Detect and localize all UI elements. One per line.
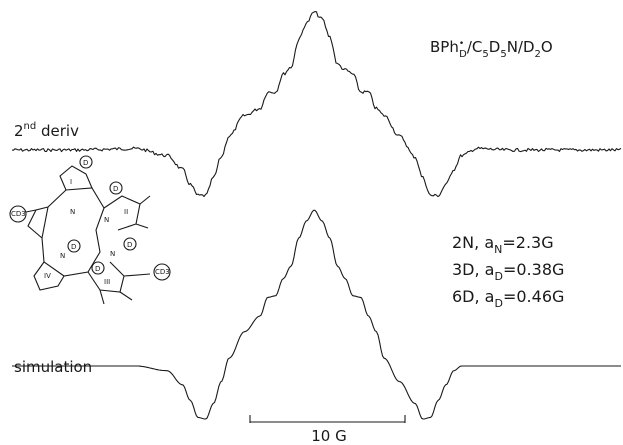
parameter-3d: 3D, aD=0.38G (452, 260, 564, 283)
parameter-n: 2N, aN=2.3G (452, 233, 554, 256)
molecule-structure: D D D D D N N N N I II III IV CD3 CD3 (9, 155, 171, 305)
atom-label-n2: N (104, 216, 109, 224)
ring-label-i: I (70, 178, 72, 186)
atom-label-n1: N (70, 208, 75, 216)
ring-label-iii: III (104, 278, 110, 286)
ring-label-iv: IV (44, 272, 51, 280)
atom-label-d2: D (113, 185, 118, 193)
atom-label-n3: N (60, 252, 65, 260)
series-label-simulation: simulation (14, 358, 92, 376)
scale-bar-label: 10 G (311, 427, 346, 445)
atom-label-n4: N (110, 250, 115, 258)
hyperfine-parameters: 2N, aN=2.3G 3D, aD=0.38G 6D, aD=0.46G (452, 233, 564, 310)
atom-label-d4: D (127, 241, 132, 249)
series-line-2nd-deriv (11, 11, 622, 198)
parameter-6d: 6D, aD=0.46G (452, 287, 564, 310)
atom-label-d1: D (83, 159, 88, 167)
atom-label-d3: D (71, 243, 76, 251)
series-label-2nd-deriv: 2nd deriv (14, 121, 79, 140)
group-label-cd3-right: CD3 (155, 268, 170, 276)
ring-label-ii: II (124, 208, 128, 216)
scale-bar: 10 G (249, 415, 406, 445)
group-label-cd3-left: CD3 (11, 210, 26, 218)
series-line-simulation (12, 209, 621, 420)
chart-title: BPh• D/C5D5N/D2O (430, 38, 553, 60)
atom-label-d5: D (95, 265, 100, 273)
